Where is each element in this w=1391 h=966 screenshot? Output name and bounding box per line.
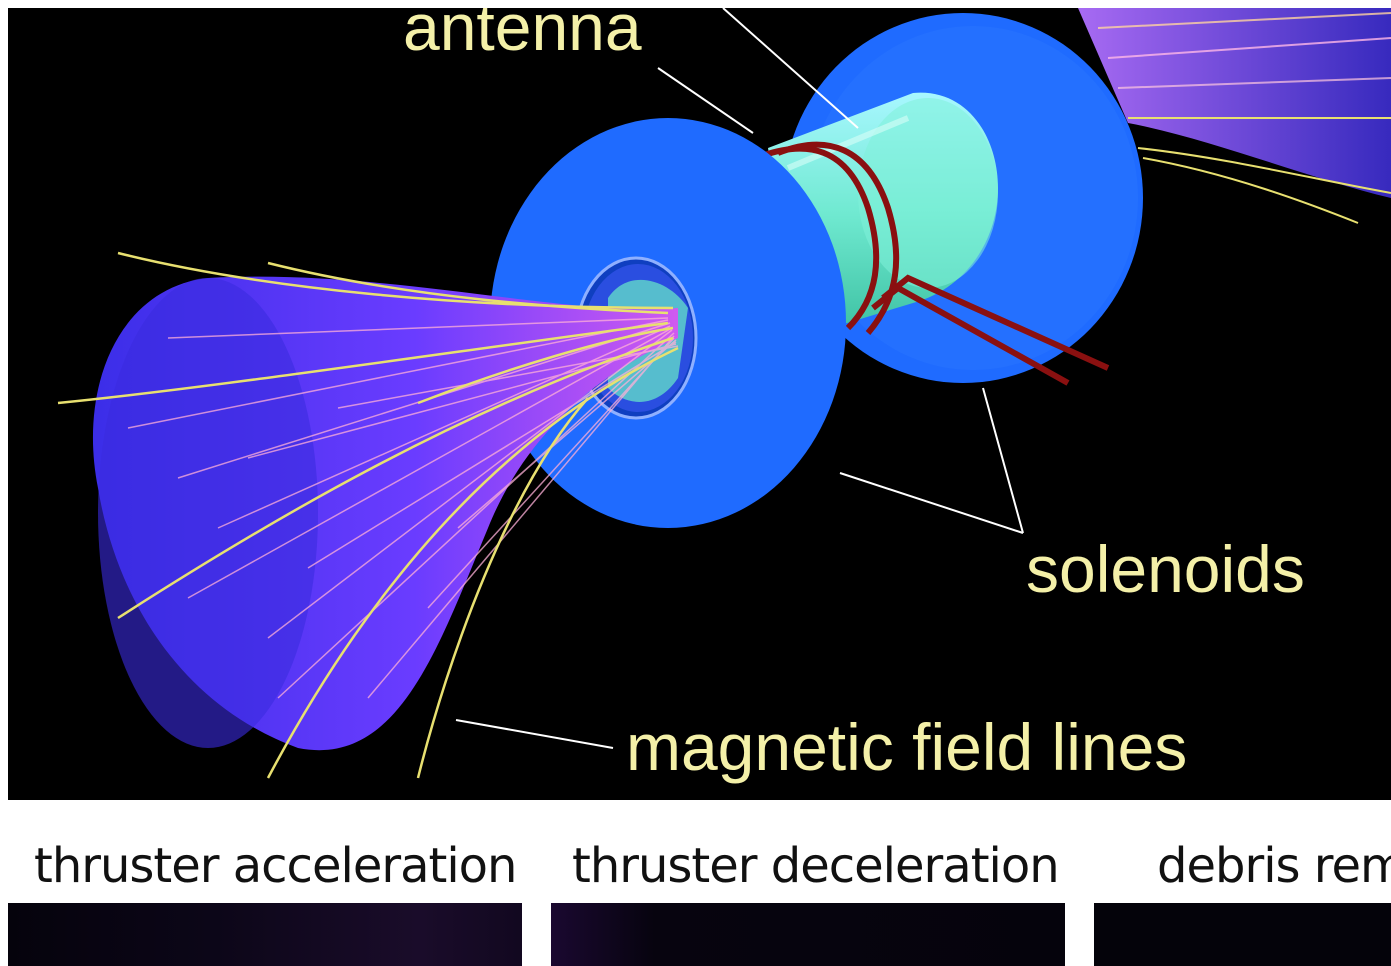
debris-removal-image <box>1094 903 1391 966</box>
magnetic-field-lines <box>57 251 679 779</box>
thruster-diagram: antenna solenoids magnetic field lines <box>8 8 1391 800</box>
solenoids-label: solenoids <box>1026 532 1305 606</box>
caption-debris-removal: debris rem <box>1157 838 1391 894</box>
antenna-wire <box>754 141 1110 386</box>
caption-thruster-deceleration: thruster deceleration <box>572 838 1060 894</box>
thruster-deceleration-image <box>551 903 1065 966</box>
thruster-illustration <box>57 8 1391 779</box>
caption-thruster-acceleration: thruster acceleration <box>34 838 517 894</box>
plasma-plume <box>92 276 679 751</box>
callout-lines <box>455 8 1024 749</box>
magnetic-field-lines-label: magnetic field lines <box>626 710 1188 784</box>
thruster-acceleration-image <box>8 903 522 966</box>
antenna-label: antenna <box>403 8 642 64</box>
right-plume <box>1078 8 1391 224</box>
